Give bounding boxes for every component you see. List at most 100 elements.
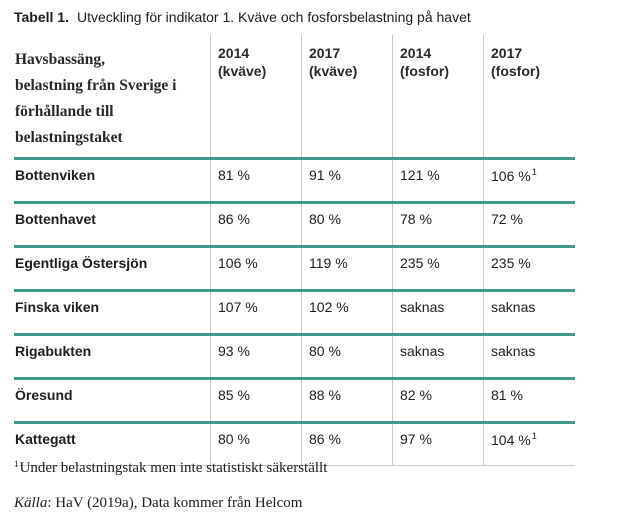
cell-value: 119 % — [309, 255, 348, 271]
header-year: 2014 — [400, 45, 432, 61]
value-cell: 106 % — [210, 248, 301, 289]
value-cell: 107 % — [210, 292, 301, 333]
header-line: Havsbassäng, — [15, 51, 106, 68]
table-row: Kattegatt 80 % 86 % 97 % 104 %1 — [14, 424, 575, 466]
value-cell: saknas — [392, 292, 483, 333]
cell-value: 91 % — [309, 167, 341, 183]
cell-value: 106 % — [491, 168, 531, 184]
table-row: Egentliga Östersjön 106 % 119 % 235 % 235 % — [14, 248, 575, 292]
header-substance: (fosfor) — [400, 63, 449, 79]
cell-value: 80 % — [309, 211, 341, 227]
value-cell: 104 %1 — [483, 424, 575, 465]
source-text: : HaV (2019a), Data kommer från Helcom — [47, 495, 303, 511]
footnote-text: Under belastningstak men inte statistisk… — [19, 460, 328, 476]
basin-name: Bottenviken — [15, 167, 96, 183]
cell-value: 80 % — [218, 431, 250, 447]
cell-value: 82 % — [400, 387, 432, 403]
cell-value: saknas — [400, 343, 445, 359]
table-row: Öresund 85 % 88 % 82 % 81 % — [14, 380, 575, 424]
source-line: Källa: HaV (2019a), Data kommer från Hel… — [14, 495, 302, 512]
cell-value: 121 % — [400, 167, 440, 183]
header-2017-nitrogen: 2017 (kväve) — [301, 35, 392, 157]
cell-value: 235 % — [400, 255, 440, 271]
value-cell: 81 % — [483, 380, 575, 421]
header-year: 2017 — [309, 45, 341, 61]
header-substance: (kväve) — [309, 63, 358, 79]
cell-value: 107 % — [218, 299, 258, 315]
table-row: Finska viken 107 % 102 % saknas saknas — [14, 292, 575, 336]
value-cell: 235 % — [483, 248, 575, 289]
value-cell: 82 % — [392, 380, 483, 421]
header-basin: Havsbassäng, belastning från Sverige i f… — [14, 35, 210, 157]
basin-name: Egentliga Östersjön — [15, 255, 148, 271]
basin-name: Rigabukten — [15, 343, 92, 359]
value-cell: 121 % — [392, 160, 483, 201]
cell-value: 102 % — [309, 299, 349, 315]
cell-value: 235 % — [491, 255, 531, 271]
value-cell: 97 % — [392, 424, 483, 465]
cell-value: 93 % — [218, 343, 250, 359]
header-2014-nitrogen: 2014 (kväve) — [210, 35, 301, 157]
value-cell: 72 % — [483, 204, 575, 245]
value-cell: 80 % — [210, 424, 301, 465]
header-year: 2014 — [218, 45, 250, 61]
value-cell: 80 % — [301, 204, 392, 245]
header-substance: (kväve) — [218, 63, 267, 79]
table-caption: Tabell 1. Utveckling för indikator 1. Kvä… — [14, 9, 471, 25]
table-row: Bottenhavet 86 % 80 % 78 % 72 % — [14, 204, 575, 248]
cell-value: saknas — [491, 343, 536, 359]
cell-value: saknas — [400, 299, 445, 315]
cell-value: 85 % — [218, 387, 250, 403]
header-2017-phosphorus: 2017 (fosfor) — [483, 35, 575, 157]
value-cell: 81 % — [210, 160, 301, 201]
value-cell: 102 % — [301, 292, 392, 333]
table-body: Bottenviken 81 % 91 % 121 % 106 %1 Bottenhave… — [14, 160, 575, 466]
value-cell: 78 % — [392, 204, 483, 245]
source-label: Källa — [14, 495, 48, 511]
header-2014-phosphorus: 2014 (fosfor) — [392, 35, 483, 157]
cell-value: 106 % — [218, 255, 258, 271]
value-cell: 80 % — [301, 336, 392, 377]
header-year: 2017 — [491, 45, 523, 61]
footnote-ref: 1 — [531, 431, 537, 441]
header-line: belastningstaket — [15, 129, 123, 146]
cell-value: 72 % — [491, 211, 523, 227]
value-cell: saknas — [483, 292, 575, 333]
value-cell: 85 % — [210, 380, 301, 421]
value-cell: 86 % — [210, 204, 301, 245]
table-header-row: Havsbassäng, belastning från Sverige i f… — [14, 35, 575, 160]
basin-name: Finska viken — [15, 299, 100, 315]
value-cell: 235 % — [392, 248, 483, 289]
cell-value: 80 % — [309, 343, 341, 359]
caption-label: Tabell 1. — [14, 9, 69, 25]
footnote: 1Under belastningstak men inte statistis… — [14, 459, 327, 477]
value-cell: 88 % — [301, 380, 392, 421]
cell-value: 86 % — [309, 431, 341, 447]
load-table: Havsbassäng, belastning från Sverige i f… — [14, 35, 575, 466]
footnote-ref: 1 — [531, 167, 537, 177]
value-cell: 93 % — [210, 336, 301, 377]
value-cell: saknas — [392, 336, 483, 377]
value-cell: saknas — [483, 336, 575, 377]
basin-name: Bottenhavet — [15, 211, 96, 227]
cell-value: 81 % — [218, 167, 250, 183]
cell-value: 97 % — [400, 431, 432, 447]
table-row: Bottenviken 81 % 91 % 121 % 106 %1 — [14, 160, 575, 204]
cell-value: saknas — [491, 299, 536, 315]
header-line: belastning från Sverige i — [15, 77, 177, 94]
cell-value: 86 % — [218, 211, 250, 227]
cell-value: 88 % — [309, 387, 341, 403]
value-cell: 91 % — [301, 160, 392, 201]
caption-text: Utveckling för indikator 1. Kväve och fo… — [76, 9, 471, 25]
value-cell: 106 %1 — [483, 160, 575, 201]
basin-name: Kattegatt — [15, 431, 76, 447]
basin-name: Öresund — [15, 387, 73, 403]
cell-value: 104 % — [491, 432, 531, 448]
cell-value: 81 % — [491, 387, 523, 403]
value-cell: 119 % — [301, 248, 392, 289]
value-cell: 86 % — [301, 424, 392, 465]
cell-value: 78 % — [400, 211, 432, 227]
table-row: Rigabukten 93 % 80 % saknas saknas — [14, 336, 575, 380]
header-line: förhållande till — [15, 103, 114, 120]
footnote-marker: 1 — [14, 459, 19, 469]
